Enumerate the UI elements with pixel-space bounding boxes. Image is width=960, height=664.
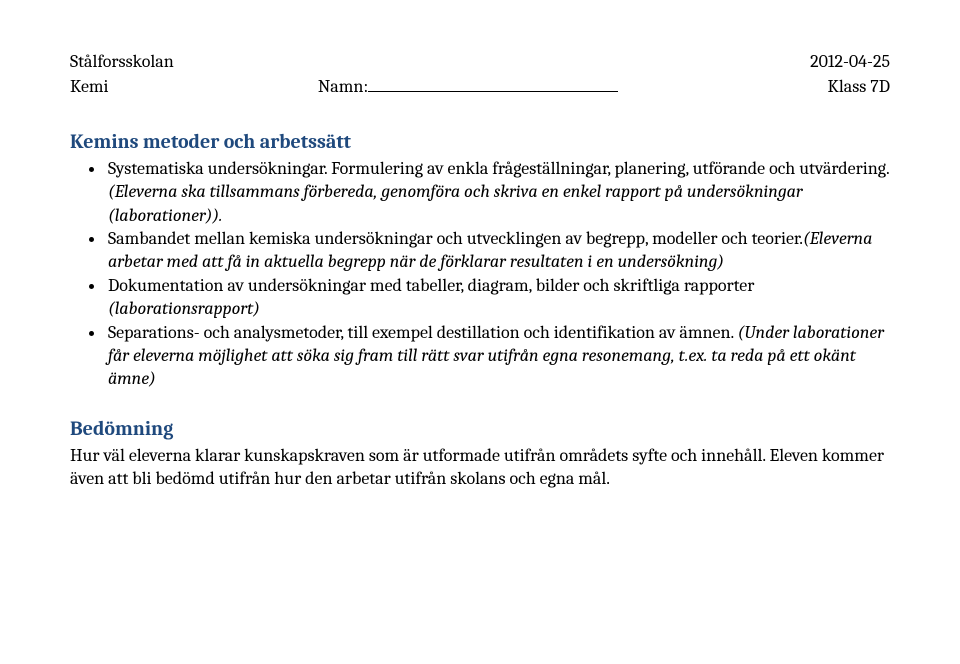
list-item: Sambandet mellan kemiska undersökningar …: [106, 227, 890, 274]
methods-list: Systematiska undersökningar. Formulering…: [106, 157, 890, 391]
class-label: Klass 7D: [828, 75, 890, 98]
section-title-assessment: Bedömning: [70, 416, 890, 442]
bullet-text: Sambandet mellan kemiska undersökningar …: [108, 228, 803, 249]
bullet-text: Systematiska undersökningar. Formulering…: [108, 158, 889, 179]
assessment-body: Hur väl eleverna klarar kunskapskraven s…: [70, 444, 890, 491]
list-item: Separations- och analysmetoder, till exe…: [106, 321, 890, 391]
header-row-2: Kemi Namn: Klass 7D: [70, 73, 890, 98]
name-blank-line: [368, 73, 618, 92]
school-name: Stålforsskolan: [70, 50, 174, 73]
section-title-methods: Kemins metoder och arbetssätt: [70, 129, 890, 155]
bullet-note: (laborationsrapport): [108, 298, 260, 319]
bullet-text: Dokumentation av undersökningar med tabe…: [108, 275, 754, 296]
name-label: Namn:: [318, 75, 368, 98]
bullet-note: (Eleverna ska tillsammans förbereda, gen…: [108, 181, 803, 225]
list-item: Dokumentation av undersökningar med tabe…: [106, 274, 890, 321]
document-date: 2012-04-25: [810, 50, 890, 73]
header-row-1: Stålforsskolan 2012-04-25: [70, 50, 890, 73]
name-field: Namn:: [318, 73, 618, 98]
bullet-text: Separations- och analysmetoder, till exe…: [108, 322, 738, 343]
subject-label: Kemi: [70, 75, 109, 98]
list-item: Systematiska undersökningar. Formulering…: [106, 157, 890, 227]
